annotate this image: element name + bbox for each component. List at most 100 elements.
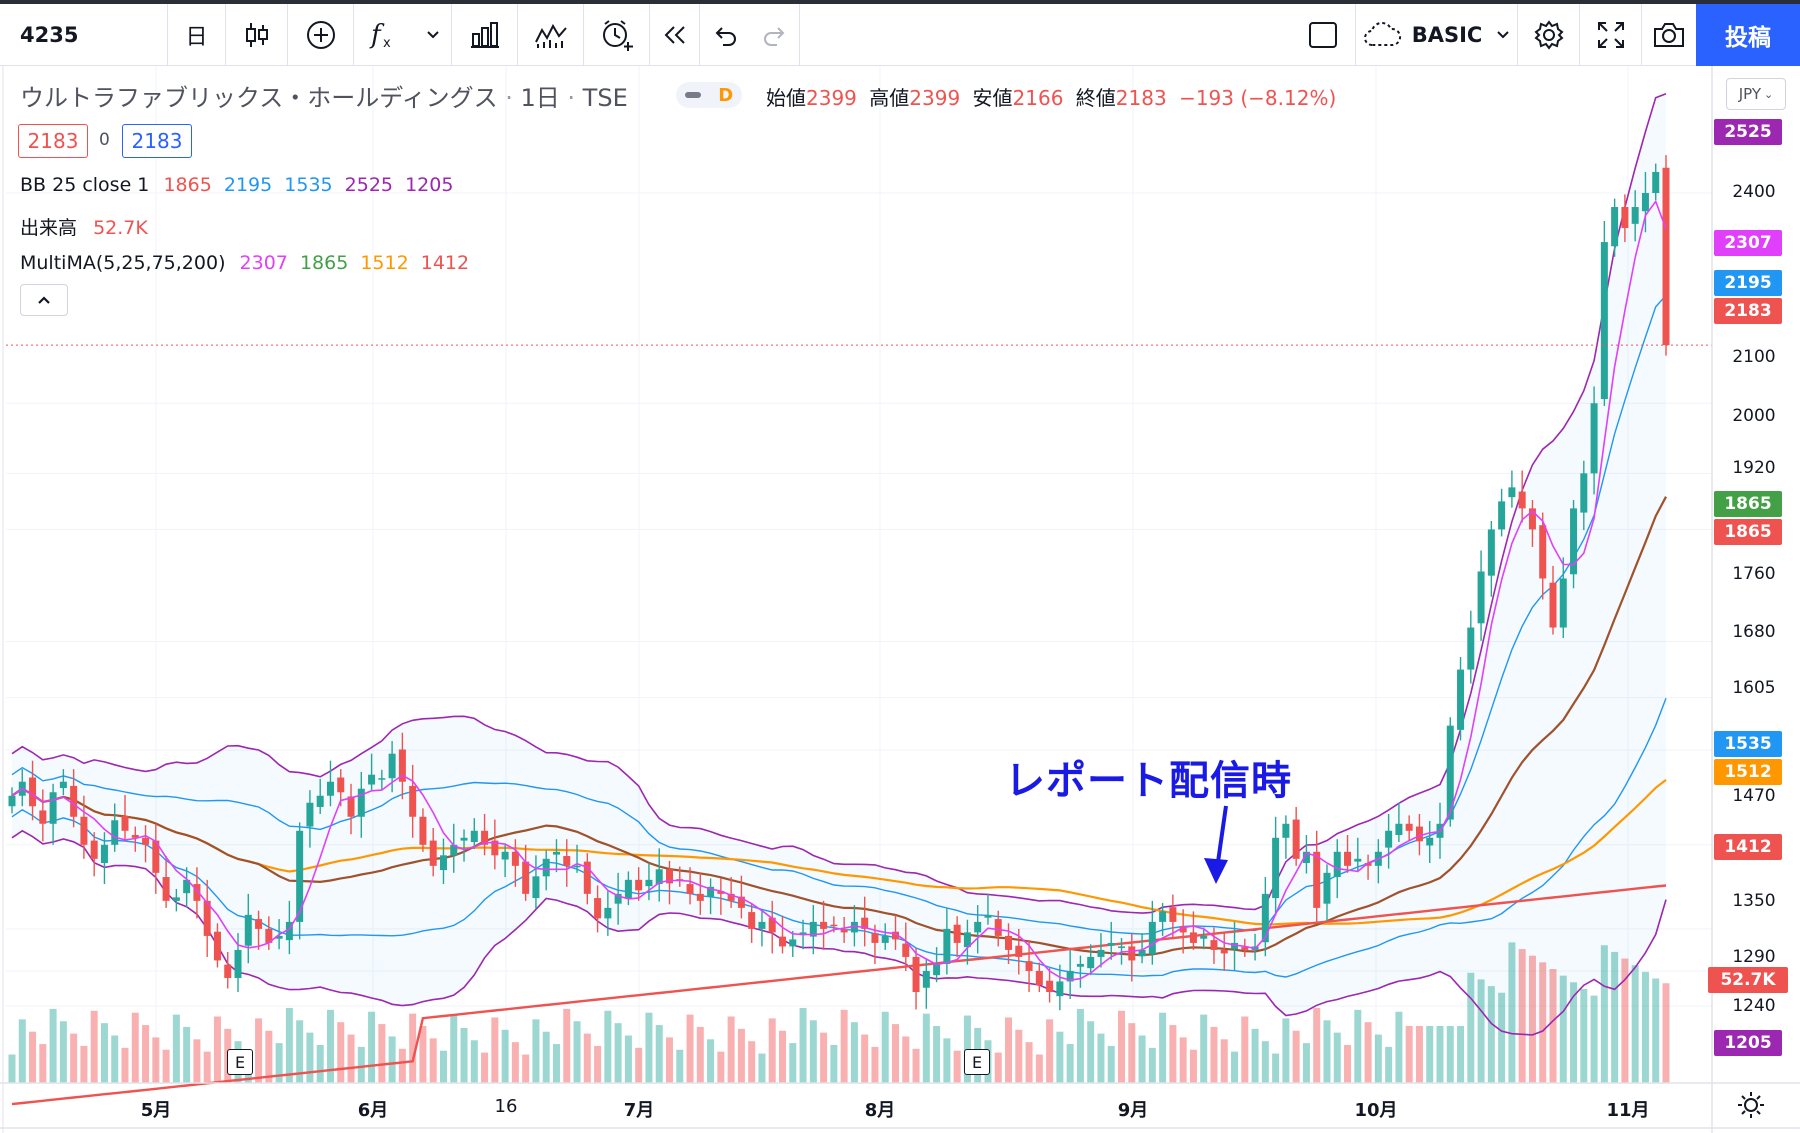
candle — [902, 943, 910, 957]
candle — [337, 777, 345, 793]
candle — [1415, 826, 1423, 842]
publish-button[interactable]: 投稿 — [1696, 4, 1800, 66]
candle — [542, 858, 550, 877]
candle — [1056, 981, 1064, 997]
earnings-marker[interactable]: E — [964, 1049, 990, 1075]
report-annotation[interactable]: レポート配信時 — [1005, 758, 1292, 804]
legend-collapse-button[interactable] — [20, 284, 68, 316]
volume-bar — [1138, 1035, 1146, 1083]
volume-bar — [1015, 1029, 1023, 1083]
volume-bar — [1046, 1019, 1054, 1083]
volume-bar — [1118, 1010, 1126, 1083]
cloud-icon — [1363, 21, 1401, 46]
bb-legend-row[interactable]: BB 25 close 1 1865 2195 1535 2525 1205 — [20, 174, 454, 196]
volume-bar — [871, 1046, 879, 1083]
volume-legend-row[interactable]: 出来高 52.7K — [20, 217, 148, 239]
volume-bar — [1518, 949, 1526, 1083]
interval-button[interactable]: 日 — [168, 4, 226, 66]
cloud-save-button[interactable]: BASIC — [1356, 4, 1488, 66]
volume-bar — [491, 1017, 499, 1083]
volume-bar — [1415, 1026, 1423, 1083]
volume-bar — [1076, 1008, 1084, 1083]
candle — [789, 939, 797, 947]
volume-bar — [183, 1026, 191, 1083]
alert-clock-icon[interactable] — [584, 4, 650, 66]
candle — [1508, 487, 1516, 498]
volume-bar — [1282, 1018, 1290, 1083]
volume-bar — [1097, 1033, 1105, 1083]
candle — [398, 749, 406, 782]
save-dropdown-chevron-icon[interactable] — [1488, 4, 1518, 66]
candle — [1220, 949, 1228, 954]
candle — [830, 924, 838, 927]
volume-bar — [1159, 1012, 1167, 1083]
candle — [737, 896, 745, 908]
candle — [1323, 872, 1331, 904]
volume-bar — [717, 1051, 725, 1083]
candle — [881, 935, 889, 943]
candle — [152, 840, 160, 873]
volume-bar — [439, 1050, 447, 1083]
volume-bar — [100, 1023, 108, 1083]
volume-bar — [1528, 955, 1536, 1083]
time-tick: 8月 — [864, 1100, 896, 1121]
buy-price-box[interactable]: 2183 — [122, 124, 192, 158]
financials-bars-icon[interactable] — [452, 4, 518, 66]
candle — [1087, 956, 1095, 969]
templates-chart-icon[interactable] — [518, 4, 584, 66]
candle — [552, 851, 560, 855]
chart-canvas[interactable] — [0, 66, 1800, 1133]
multima-legend-row[interactable]: MultiMA(5,25,75,200) 2307 1865 1512 1412 — [20, 252, 470, 274]
candle — [316, 795, 324, 807]
symbol-search[interactable]: 4235 — [0, 4, 168, 66]
snapshot-camera-icon[interactable] — [1642, 4, 1696, 66]
chevron-down-icon: ⌄ — [1764, 87, 1774, 101]
timeframe-label: 1日 — [520, 84, 560, 112]
volume-bar — [1231, 1051, 1239, 1083]
settings-gear-icon[interactable] — [1518, 4, 1580, 66]
volume-bar — [429, 1038, 437, 1083]
candle — [1292, 819, 1300, 859]
candle — [193, 884, 201, 901]
candle — [1189, 932, 1197, 943]
volume-bar — [994, 1052, 1002, 1083]
volume-bar — [111, 1035, 119, 1083]
candle — [142, 837, 150, 845]
volume-bar — [1508, 942, 1516, 1083]
candle — [522, 861, 530, 894]
redo-icon[interactable] — [750, 4, 800, 66]
volume-bar — [1487, 986, 1495, 1083]
layout-square-icon[interactable] — [1290, 4, 1356, 66]
candle — [1241, 947, 1249, 950]
market-status-badge[interactable]: D — [676, 82, 742, 108]
candle — [59, 781, 67, 789]
undo-icon[interactable] — [700, 4, 750, 66]
volume-bar — [316, 1045, 324, 1083]
candle — [850, 921, 858, 933]
indicators-dropdown-chevron-icon[interactable] — [414, 4, 452, 66]
compare-add-icon[interactable] — [288, 4, 354, 66]
candle — [1549, 582, 1557, 628]
volume-bar — [285, 1007, 293, 1083]
candle-style-icon[interactable] — [226, 4, 288, 66]
candle — [265, 928, 273, 943]
ma75-line — [11, 779, 1667, 926]
price-tick: 1920 — [1732, 458, 1776, 478]
interval-label: 日 — [185, 25, 208, 50]
price-label-ma25: 1865 — [1714, 491, 1782, 517]
candle — [1446, 725, 1454, 820]
currency-selector[interactable]: JPY ⌄ — [1726, 78, 1786, 110]
volume-bar — [368, 1011, 376, 1083]
earnings-marker[interactable]: E — [227, 1049, 253, 1075]
volume-bar — [635, 1047, 643, 1083]
timescale-settings-icon[interactable] — [1736, 1090, 1766, 1124]
candle — [1282, 823, 1290, 838]
volume-bar — [162, 1049, 170, 1083]
candle — [1107, 942, 1115, 946]
sell-price-box[interactable]: 2183 — [18, 124, 88, 158]
fullscreen-icon[interactable] — [1580, 4, 1642, 66]
replay-rewind-icon[interactable] — [650, 4, 700, 66]
volume-bar — [1066, 1044, 1074, 1083]
volume-bar — [481, 1052, 489, 1083]
